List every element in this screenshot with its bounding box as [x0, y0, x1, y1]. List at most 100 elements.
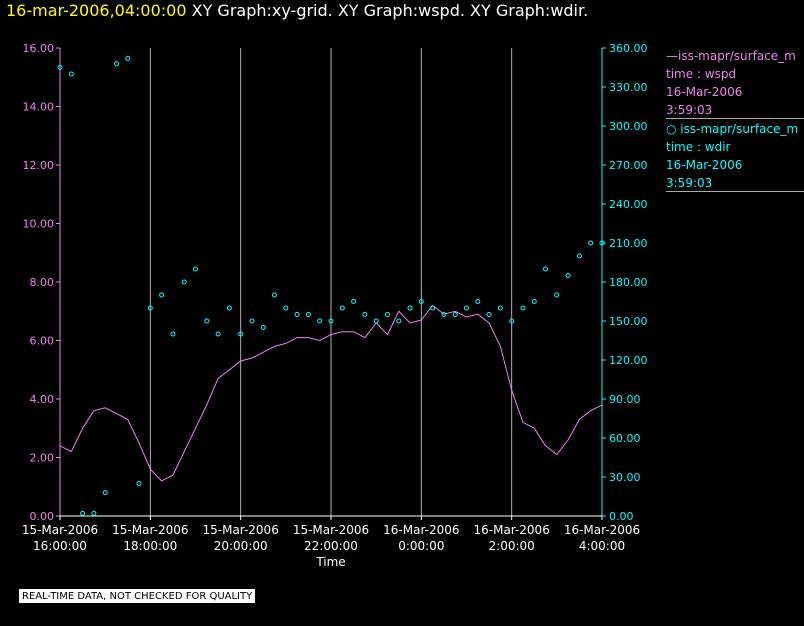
axes	[56, 47, 606, 520]
wdir-point	[80, 510, 86, 516]
wdir-point	[204, 318, 210, 324]
x-tick-label-time: 20:00:00	[214, 539, 268, 553]
wdir-point	[509, 318, 515, 324]
plot-area	[57, 55, 605, 516]
wdir-point	[452, 312, 458, 317]
y-right-tick-label: 210.00	[609, 237, 648, 250]
wdir-point	[396, 318, 402, 324]
y-left-tick-label: 16.00	[23, 42, 55, 55]
wdir-point	[226, 305, 232, 311]
x-tick-label-time: 22:00:00	[304, 539, 358, 553]
wdir-point	[599, 240, 605, 246]
wdir-point	[68, 71, 74, 77]
y-left-tick-label: 12.00	[23, 159, 55, 172]
y-right-tick-label: 0.00	[609, 510, 634, 523]
y-left-tick-label: 6.00	[30, 335, 55, 348]
wdir-point	[57, 65, 63, 70]
y-right-tick-label: 90.00	[609, 393, 641, 406]
wdir-point	[475, 299, 481, 304]
x-tick-label-date: 16-Mar-2006	[473, 523, 549, 537]
y-right-tick-label: 120.00	[609, 354, 648, 367]
wdir-point	[294, 312, 300, 317]
legend-wdir-name: ○ iss-mapr/surface_m	[666, 122, 799, 136]
wdir-point	[497, 305, 503, 311]
wdir-point	[215, 331, 221, 337]
legend-wdir: ○ iss-mapr/surface_m time : wdir 16-Mar-…	[666, 120, 804, 192]
wdir-point	[441, 312, 447, 317]
legend-divider	[666, 191, 804, 192]
y-right-tick-label: 360.00	[609, 42, 648, 55]
y-left-tick-label: 8.00	[30, 276, 55, 289]
wdir-point	[181, 279, 187, 285]
wdir-point	[328, 318, 334, 324]
wdir-point	[238, 331, 244, 337]
wdir-point	[159, 292, 165, 298]
x-tick-label-date: 16-Mar-2006	[383, 523, 459, 537]
y-right-tick-label: 60.00	[609, 432, 641, 445]
y-right-tick-label: 300.00	[609, 120, 648, 133]
wdir-point	[464, 305, 469, 311]
wdir-point	[576, 253, 582, 259]
x-tick-label-date: 15-Mar-2006	[22, 523, 98, 537]
wdir-point	[407, 305, 413, 311]
x-tick-label-date: 15-Mar-2006	[293, 523, 369, 537]
legend-wspd-time: 3:59:03	[666, 103, 713, 117]
wdir-point	[520, 305, 526, 311]
legend-wspd-vars: time : wspd	[666, 67, 737, 81]
wdir-point	[351, 299, 357, 304]
title-graphs: XY Graph:xy-grid. XY Graph:wspd. XY Grap…	[186, 1, 589, 20]
wdir-point	[543, 266, 548, 272]
y-right-tick-label: 30.00	[609, 471, 641, 484]
wdir-point	[362, 312, 368, 317]
wdir-point	[305, 312, 311, 317]
x-tick-label-date: 15-Mar-2006	[112, 523, 188, 537]
wdir-point	[193, 266, 198, 272]
wdir-point	[114, 61, 119, 67]
y-right-tick-label: 330.00	[609, 81, 648, 94]
y-right-tick-label: 270.00	[609, 159, 648, 172]
wdir-point	[486, 312, 492, 317]
x-tick-label-time: 18:00:00	[123, 539, 177, 553]
wdir-point	[125, 55, 131, 61]
wdir-point	[554, 292, 560, 298]
title-date: 16-mar-2006,04:00:00	[6, 1, 187, 20]
x-tick-label-date: 16-Mar-2006	[564, 523, 640, 537]
y-right-tick-label: 180.00	[609, 276, 648, 289]
quality-disclaimer: REAL-TIME DATA, NOT CHECKED FOR QUALITY	[19, 589, 256, 603]
wspd-series-line	[59, 304, 603, 482]
wdir-point	[91, 510, 97, 516]
legend-wspd-name: —iss-mapr/surface_m	[666, 49, 796, 63]
x-tick-label-time: 0:00:00	[398, 539, 444, 553]
grid-lines	[149, 48, 603, 516]
wdir-point	[102, 490, 108, 496]
x-tick-label-time: 16:00:00	[33, 539, 87, 553]
wdir-point	[418, 299, 424, 304]
wdir-point	[249, 318, 255, 324]
chart-title: 16-mar-2006,04:00:00 XY Graph:xy-grid. X…	[6, 1, 588, 20]
legend-wspd: —iss-mapr/surface_m time : wspd 16-Mar-2…	[666, 47, 804, 119]
wdir-point	[531, 299, 537, 304]
tick-labels: 0.00 2.00 4.00 6.00 8.00 10.00 12.00 14.00 16.00…	[22, 42, 648, 553]
x-tick-label-time: 4:00:00	[579, 539, 625, 553]
wdir-point	[339, 305, 345, 311]
wdir-point	[283, 305, 289, 311]
wdir-point	[385, 312, 390, 317]
x-tick-label-time: 2:00:00	[489, 539, 535, 553]
wdir-point	[317, 318, 323, 324]
legend-wdir-vars: time : wdir	[666, 140, 731, 154]
x-tick-label-date: 15-Mar-2006	[202, 523, 278, 537]
y-right-tick-label: 150.00	[609, 315, 648, 328]
legend-wdir-date: 16-Mar-2006	[666, 158, 743, 172]
legend-wspd-date: 16-Mar-2006	[666, 85, 743, 99]
wdir-point	[430, 305, 436, 311]
y-left-tick-label: 2.00	[30, 452, 55, 465]
y-left-tick-label: 10.00	[23, 218, 55, 231]
wdir-point	[260, 325, 266, 330]
wdir-point	[136, 481, 142, 486]
wdir-point	[147, 305, 153, 311]
y-right-tick-label: 240.00	[609, 198, 648, 211]
legend-divider	[666, 118, 804, 119]
wdir-point	[272, 292, 277, 298]
y-left-tick-label: 14.00	[23, 101, 55, 114]
